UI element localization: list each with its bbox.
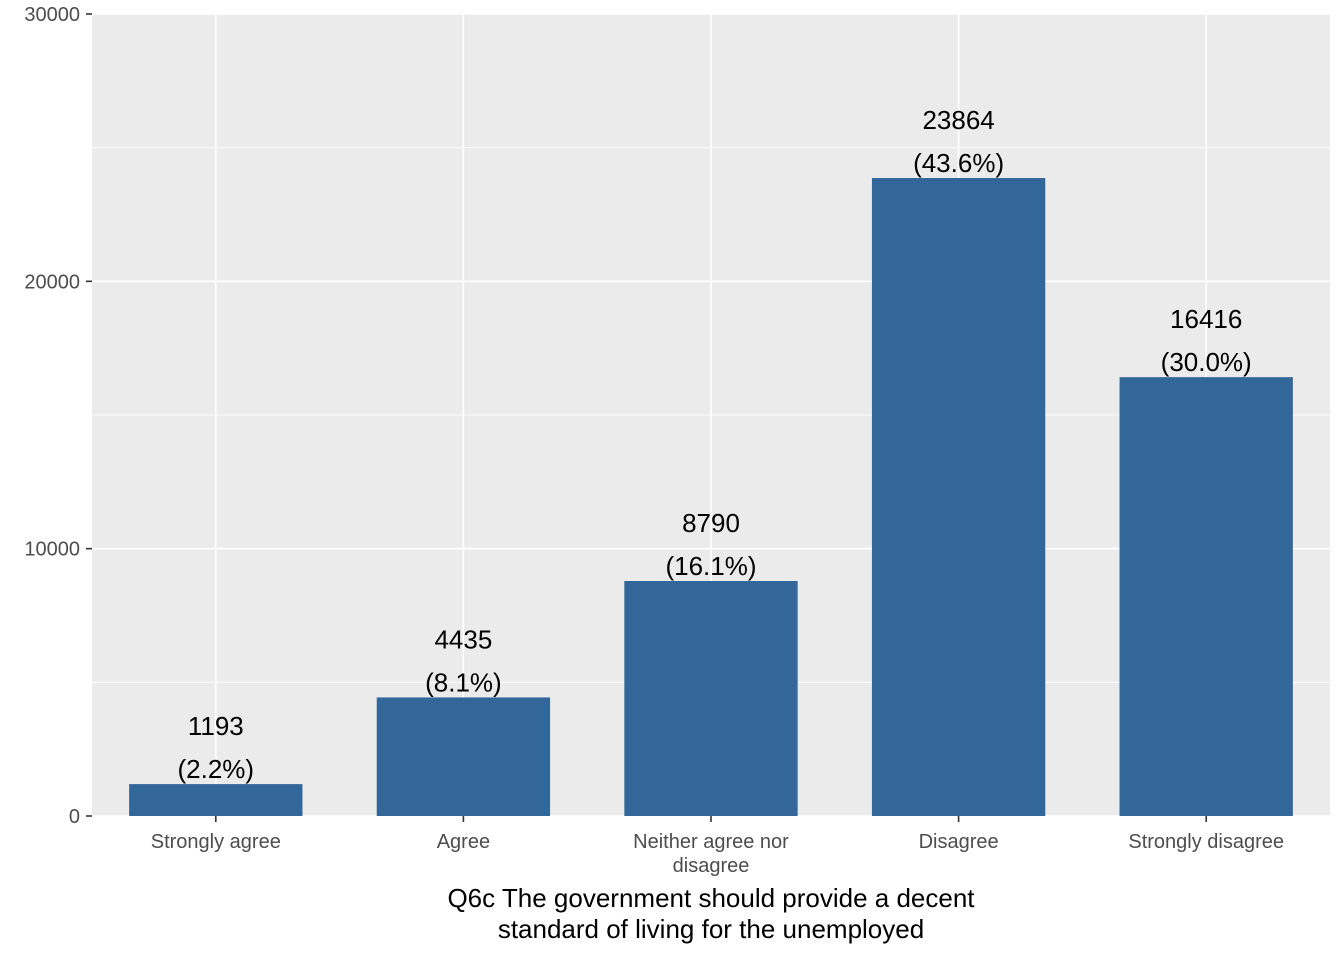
y-axis: 0 10000 20000 30000 — [24, 4, 92, 828]
x-tick-label: Disagree — [919, 831, 999, 853]
value-label: 23864 — [922, 105, 994, 135]
value-label: 16416 — [1170, 304, 1242, 334]
percent-label: (2.2%) — [178, 754, 255, 784]
bar — [376, 697, 551, 816]
x-tick-label: Neither agree nor disagree — [633, 831, 789, 877]
value-label: 4435 — [434, 624, 492, 654]
x-tick-label: Agree — [437, 831, 490, 853]
x-tick-label: Strongly disagree — [1128, 831, 1284, 853]
x-axis-title: Q6c The government should provide a dece… — [447, 883, 975, 944]
y-tick-label: 0 — [69, 806, 80, 828]
y-tick-label: 20000 — [24, 271, 80, 293]
value-label: 1193 — [188, 711, 244, 741]
data-labels: 1193 (2.2%) 4435 (8.1%) 8790 (16.1%) 23864 (43.… — [178, 105, 1252, 784]
y-tick-label: 30000 — [24, 4, 80, 26]
bar — [1119, 377, 1293, 816]
x-tick-label: Strongly agree — [151, 831, 281, 853]
percent-label: (30.0%) — [1161, 347, 1252, 377]
bar — [129, 784, 303, 816]
percent-label: (8.1%) — [425, 667, 502, 697]
bars — [129, 178, 1293, 816]
y-tick-label: 10000 — [24, 539, 80, 561]
percent-label: (43.6%) — [913, 148, 1004, 178]
percent-label: (16.1%) — [665, 551, 756, 581]
bar — [624, 581, 798, 816]
value-label: 8790 — [682, 508, 740, 538]
bar — [871, 178, 1046, 816]
x-axis: Strongly agree Agree Neither agree nor disa… — [151, 816, 1284, 877]
